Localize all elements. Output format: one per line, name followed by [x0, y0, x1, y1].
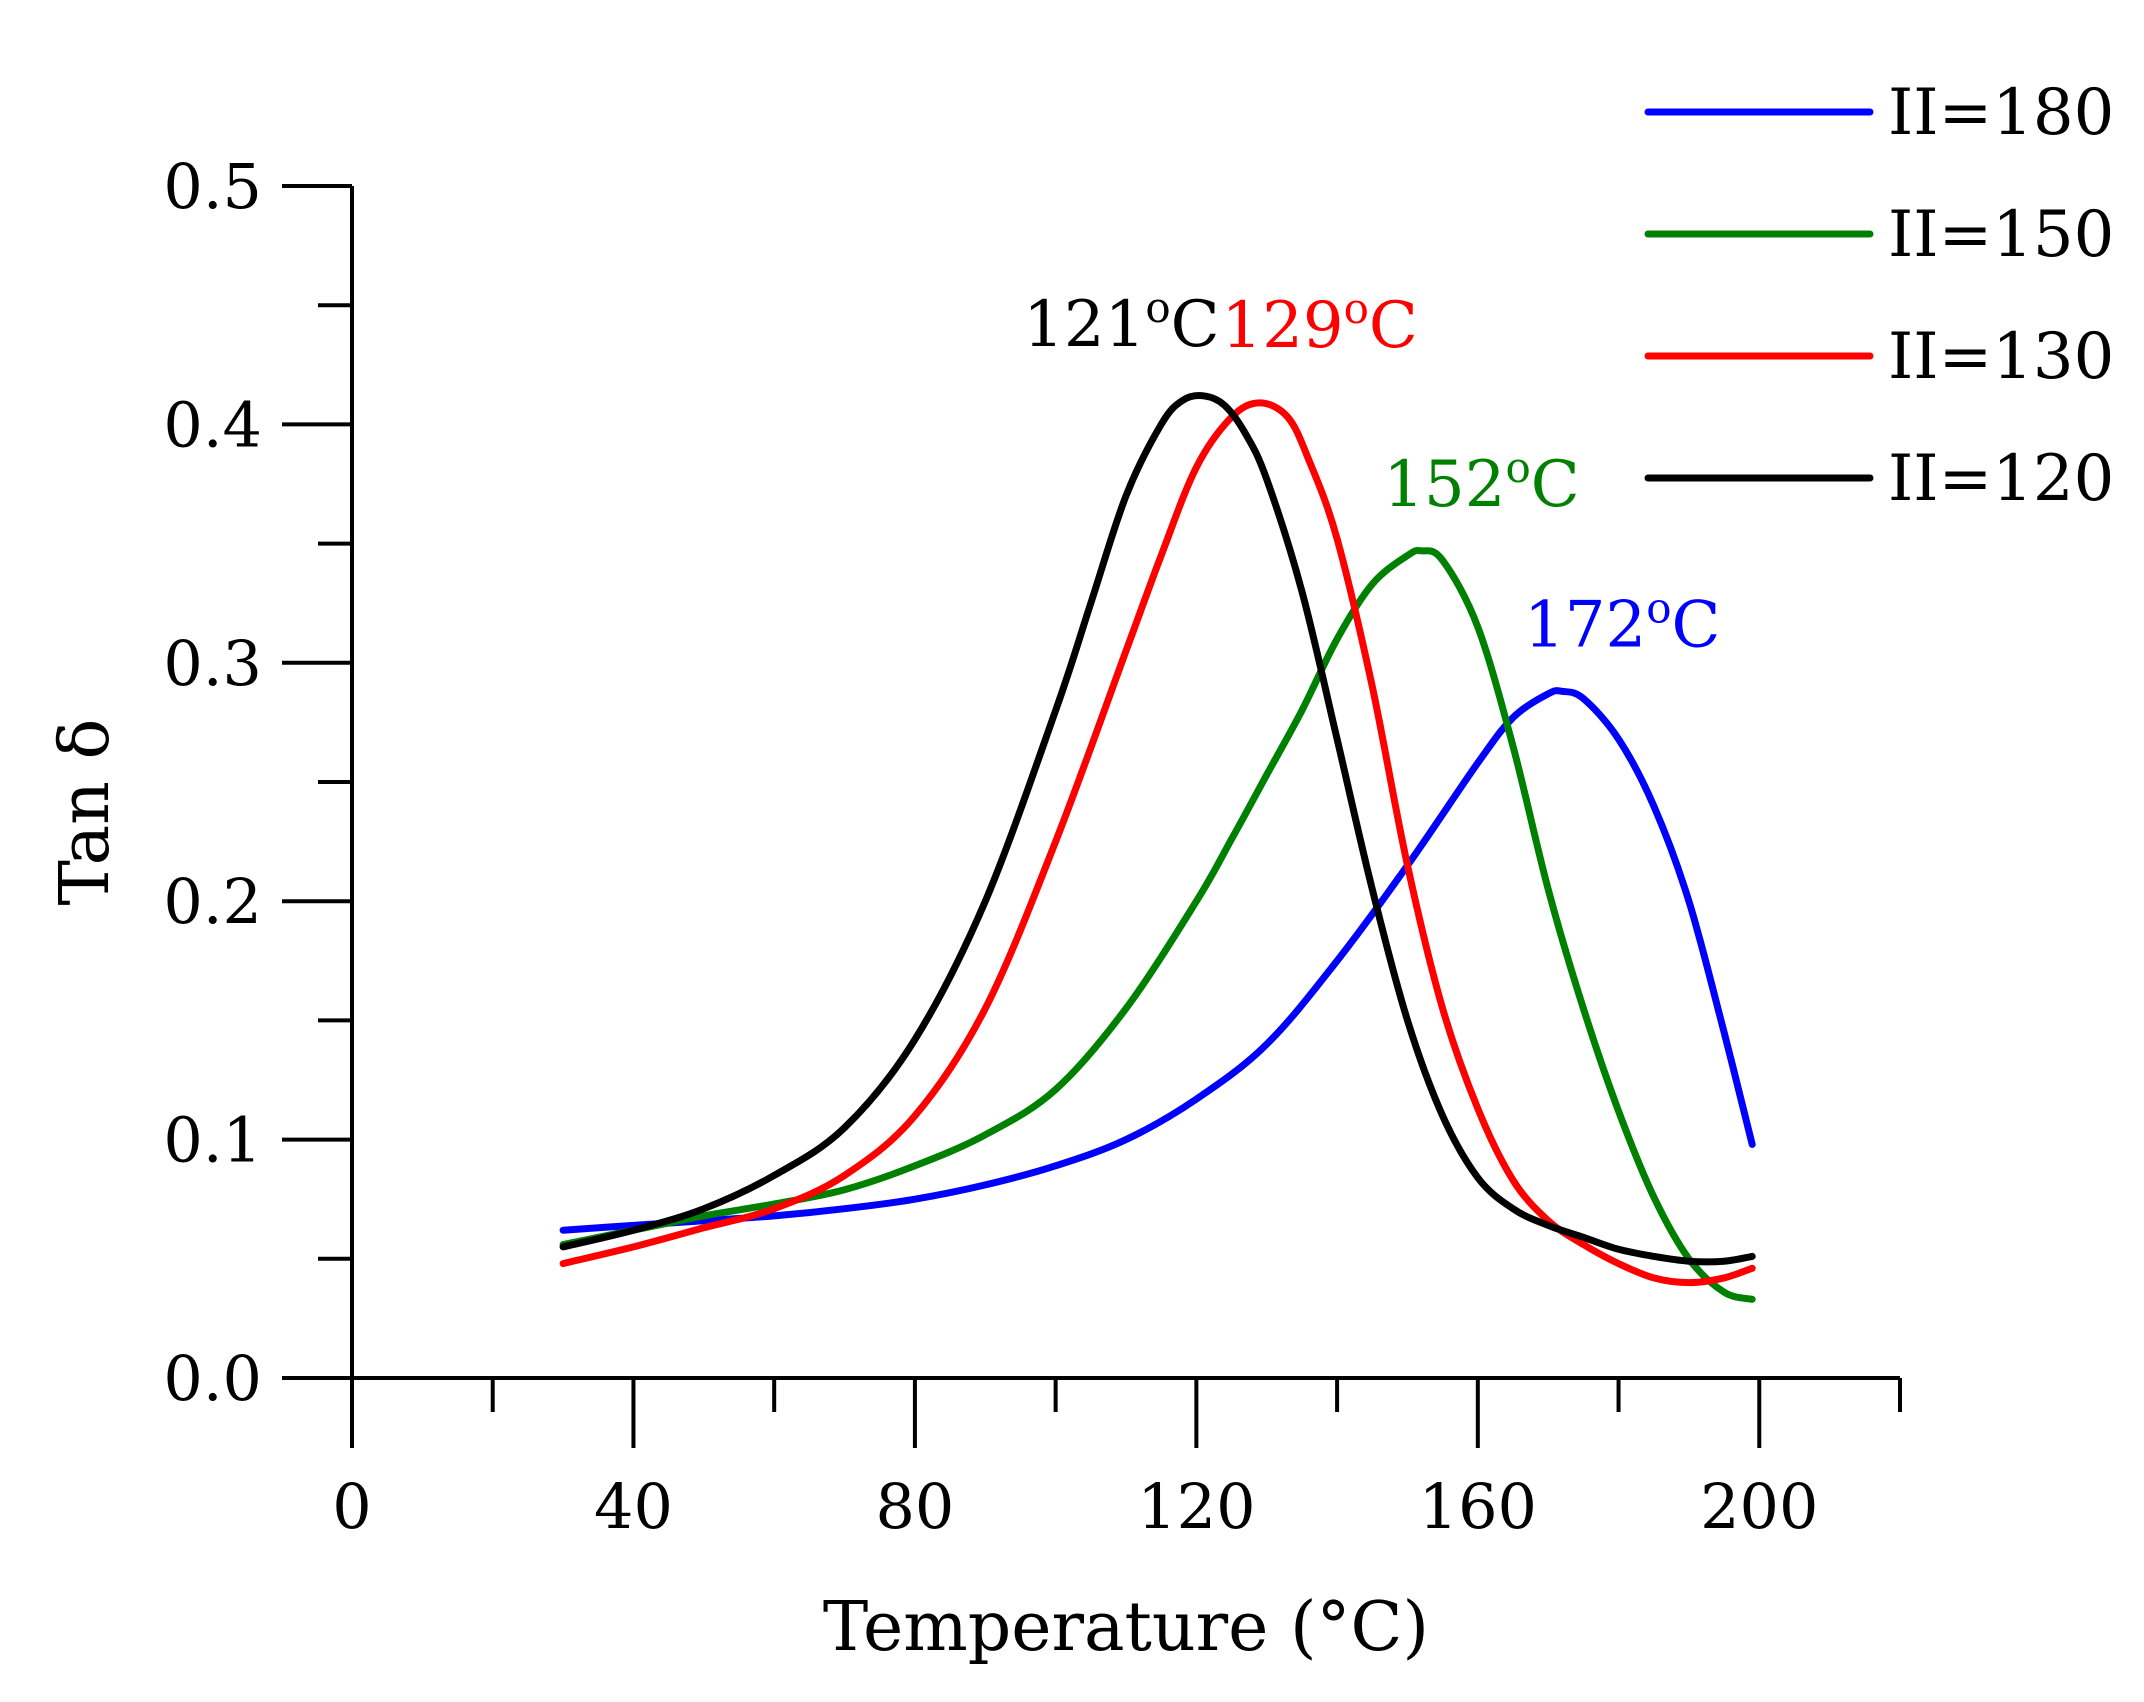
series-line-ii-180 [559, 687, 1756, 1234]
series-layer [559, 392, 1756, 1303]
axes [350, 186, 1900, 1380]
y-tick-label: 0.3 [163, 627, 262, 700]
series-line-ii-130 [559, 399, 1756, 1287]
y-tick-label: 0.0 [163, 1342, 262, 1415]
peak-label: 172oC [1524, 583, 1720, 662]
y-tick-label: 0.2 [163, 865, 262, 938]
peak-label: 121oC [1023, 283, 1219, 362]
y-axis-title: Tan δ [46, 719, 125, 906]
x-tick-label: 0 [332, 1470, 371, 1543]
x-tick-label: 160 [1419, 1470, 1537, 1543]
peak-label: 152oC [1383, 443, 1579, 522]
x-axis-ticks: 0 40 80 120 160 200 [332, 1378, 1902, 1543]
legend-label: II=120 [1888, 442, 2114, 516]
y-tick-label: 0.1 [163, 1104, 262, 1177]
legend-label: II=130 [1888, 320, 2114, 394]
x-tick-label: 200 [1700, 1470, 1818, 1543]
legend: II=180 II=150 II=130 II=120 [1644, 76, 2114, 516]
peak-label: 129oC [1221, 284, 1417, 363]
y-tick-label: 0.5 [163, 150, 262, 223]
y-tick-label: 0.4 [163, 388, 262, 461]
series-line-ii-120 [559, 392, 1756, 1266]
x-axis-title: Temperature (°C) [823, 1588, 1429, 1667]
x-tick-label: 40 [594, 1470, 673, 1543]
x-tick-label: 120 [1137, 1470, 1255, 1543]
y-axis-ticks: 0.0 0.1 0.2 0.3 0.4 0.5 [163, 150, 352, 1415]
legend-label: II=150 [1888, 198, 2114, 272]
x-tick-label: 80 [875, 1470, 954, 1543]
series-line-ii-150 [559, 546, 1756, 1303]
legend-label: II=180 [1888, 76, 2114, 150]
